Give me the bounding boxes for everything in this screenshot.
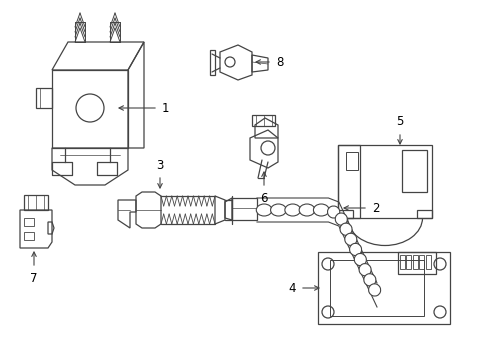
Ellipse shape bbox=[345, 233, 357, 246]
Bar bbox=[417, 210, 432, 218]
Bar bbox=[232, 198, 257, 220]
Bar bbox=[330, 260, 424, 316]
Ellipse shape bbox=[285, 204, 300, 216]
Bar bbox=[318, 252, 450, 324]
Ellipse shape bbox=[299, 204, 315, 216]
Ellipse shape bbox=[364, 274, 376, 286]
Bar bbox=[24, 232, 34, 240]
Text: 4: 4 bbox=[289, 282, 296, 294]
Text: 1: 1 bbox=[162, 102, 170, 114]
Ellipse shape bbox=[256, 204, 272, 216]
Text: 6: 6 bbox=[260, 192, 268, 205]
Text: 5: 5 bbox=[396, 115, 404, 128]
Bar bbox=[400, 255, 405, 269]
Ellipse shape bbox=[349, 243, 362, 256]
Bar bbox=[407, 255, 412, 269]
Ellipse shape bbox=[359, 264, 371, 276]
Text: 3: 3 bbox=[156, 159, 164, 172]
Bar bbox=[419, 255, 424, 269]
Ellipse shape bbox=[327, 206, 340, 218]
Ellipse shape bbox=[354, 253, 367, 266]
Text: 8: 8 bbox=[276, 55, 283, 68]
Ellipse shape bbox=[340, 223, 352, 235]
Ellipse shape bbox=[368, 284, 381, 296]
Bar bbox=[398, 252, 436, 274]
Bar bbox=[338, 145, 360, 218]
Text: 2: 2 bbox=[372, 202, 379, 215]
Text: 7: 7 bbox=[30, 272, 38, 285]
Ellipse shape bbox=[270, 204, 286, 216]
Ellipse shape bbox=[335, 213, 347, 225]
Bar bbox=[24, 218, 34, 226]
Bar bbox=[426, 255, 431, 269]
Ellipse shape bbox=[314, 204, 329, 216]
Bar bbox=[402, 150, 427, 192]
Bar bbox=[338, 210, 353, 218]
Bar bbox=[346, 152, 358, 170]
Bar bbox=[413, 255, 418, 269]
